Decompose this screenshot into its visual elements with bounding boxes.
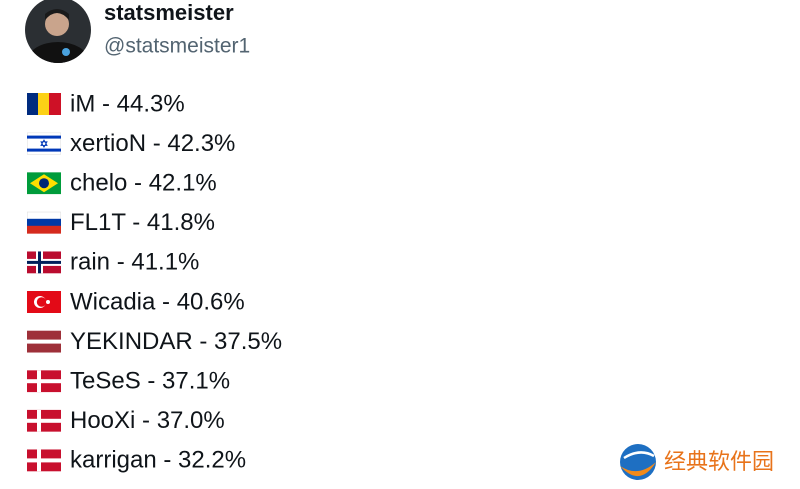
watermark: 经典软件园 xyxy=(620,444,774,480)
list-item: Wicadia - 40.6% xyxy=(70,288,245,315)
list-item: HooXi - 37.0% xyxy=(70,407,225,434)
list: iM - 44.3% xertioN - 42.3% chelo - 42.1% FL… xyxy=(27,90,282,474)
display-name[interactable]: statsmeister xyxy=(104,0,234,25)
flag-icon xyxy=(27,132,61,155)
avatar[interactable] xyxy=(25,0,91,78)
flag-icon xyxy=(27,93,61,115)
flag-icon xyxy=(27,409,61,432)
list-item: xertioN - 42.3% xyxy=(70,130,235,157)
flag-icon xyxy=(27,211,61,234)
flag-icon xyxy=(27,449,61,472)
list-item: YEKINDAR - 37.5% xyxy=(70,328,282,355)
list-item: karrigan - 32.2% xyxy=(70,447,246,474)
list-item: iM - 44.3% xyxy=(70,90,185,117)
watermark-text: 经典软件园 xyxy=(664,449,774,474)
list-item: FL1T - 41.8% xyxy=(70,209,215,236)
flag-icon xyxy=(27,291,61,313)
list-item: TeSeS - 37.1% xyxy=(70,368,230,395)
handle[interactable]: @statsmeister1 xyxy=(104,35,250,58)
flag-icon xyxy=(27,172,61,195)
flag-icon xyxy=(27,251,61,274)
list-item: rain - 41.1% xyxy=(70,249,199,276)
list-item: chelo - 42.1% xyxy=(70,170,217,197)
flag-icon xyxy=(27,370,61,393)
flag-icon xyxy=(27,330,61,353)
